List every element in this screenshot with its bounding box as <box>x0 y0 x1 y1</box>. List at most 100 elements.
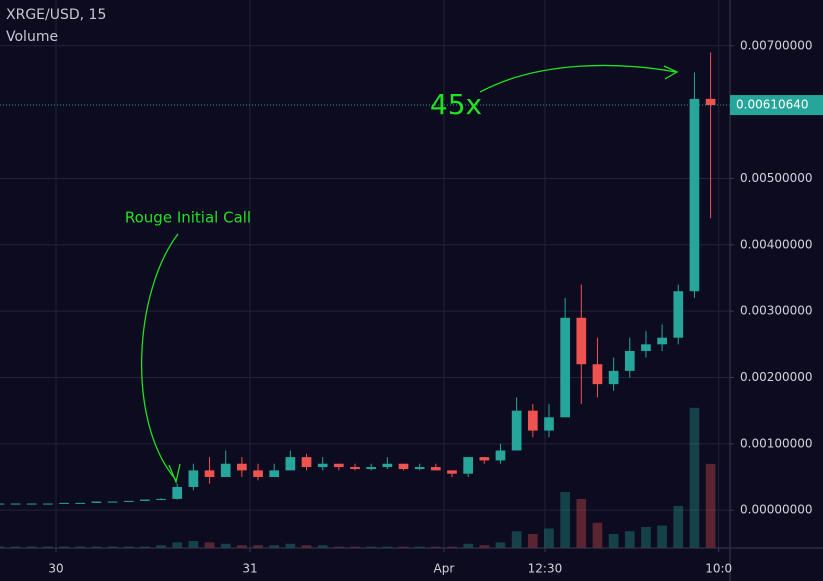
volume-bar <box>123 546 134 548</box>
volume-bar <box>269 545 280 548</box>
volume-bar <box>204 542 215 548</box>
candle-body <box>673 291 684 338</box>
candle-body <box>705 98 716 106</box>
volume-bar <box>560 491 570 548</box>
volume-bar <box>576 498 587 548</box>
candle-body <box>204 470 215 478</box>
candle-body <box>350 467 360 470</box>
volume-bar <box>43 546 53 548</box>
last-price-box <box>730 95 823 116</box>
arrow-head <box>663 65 679 80</box>
candle-body <box>527 410 538 431</box>
volume-bar <box>334 546 344 548</box>
arrow <box>479 64 677 93</box>
volume-bar <box>592 522 603 548</box>
volume-bar <box>285 543 296 548</box>
volume-bar <box>463 543 474 548</box>
volume-bar <box>172 542 183 548</box>
volume-bar <box>511 531 522 548</box>
y-tick-label: 0.00300000 <box>740 304 813 318</box>
arrow <box>140 233 179 481</box>
candle-body <box>10 503 21 505</box>
candle-body <box>624 350 635 371</box>
candle-body <box>398 463 409 470</box>
candle-body <box>26 503 37 505</box>
candle-body <box>301 457 312 468</box>
candle-body <box>156 498 166 500</box>
volume-bar <box>350 546 360 548</box>
x-tick-label: 30 <box>48 562 63 576</box>
volume-bar <box>430 546 441 548</box>
candle-body <box>317 463 328 468</box>
volume-bar <box>188 540 199 548</box>
x-tick-label: 12:30 <box>528 562 563 576</box>
candle-body <box>285 457 296 471</box>
candle-body <box>269 470 280 478</box>
volume-bar <box>527 533 538 548</box>
candle-body <box>188 470 199 487</box>
candle-body <box>689 98 700 292</box>
x-tick-label: Apr <box>434 562 455 576</box>
annotation: Rouge Initial Call <box>125 209 251 227</box>
volume-bar <box>414 546 425 548</box>
candle-body <box>576 317 587 365</box>
candle-body <box>107 501 118 503</box>
candle-body <box>463 457 474 474</box>
volume-bar <box>398 546 409 548</box>
volume-bar <box>237 545 247 548</box>
volume-bar <box>447 546 457 548</box>
candle-body <box>123 500 134 502</box>
candle-body <box>560 317 570 418</box>
arrow-head <box>168 463 181 485</box>
volume-bar <box>479 545 490 548</box>
y-tick-label: 0.00100000 <box>740 436 813 450</box>
x-tick-label: 10:0 <box>705 562 732 576</box>
volume-bar <box>689 407 700 548</box>
candle-body <box>592 364 603 385</box>
volume-bar <box>544 528 554 548</box>
candle-body <box>172 486 183 499</box>
candle-body <box>43 503 53 505</box>
volume-bar <box>317 545 328 548</box>
volume-bar <box>253 545 263 548</box>
volume-bar <box>301 545 312 548</box>
candle-body <box>414 467 425 470</box>
candle-body <box>657 337 667 345</box>
volume-bar <box>608 533 619 548</box>
volume-bar <box>495 542 506 548</box>
candle-body <box>59 502 69 504</box>
x-tick-label: 31 <box>242 562 257 576</box>
annotation: 45x <box>430 88 482 121</box>
volume-bar <box>366 546 377 548</box>
candle-body <box>430 467 441 471</box>
volume-bar <box>156 545 166 548</box>
candle-body <box>447 470 457 474</box>
candle-body <box>641 344 651 351</box>
grid <box>0 0 730 548</box>
volume-bar <box>10 546 21 548</box>
y-tick-label: 0.00700000 <box>740 38 813 52</box>
symbol-title: XRGE/USD, 15 <box>6 7 106 23</box>
candle-body <box>334 463 344 468</box>
y-tick-label: 0.00000000 <box>740 503 813 517</box>
volume-bar <box>75 546 86 548</box>
candle-body <box>0 503 5 505</box>
candle-body <box>237 463 247 471</box>
y-tick-label: 0.00400000 <box>740 237 813 251</box>
volume-bar <box>91 546 102 548</box>
candle-body <box>382 463 393 468</box>
candle-body <box>544 417 554 431</box>
candle-body <box>495 450 506 461</box>
candle-body <box>479 457 490 461</box>
volume-bar <box>59 546 69 548</box>
y-tick-label: 0.00200000 <box>740 370 813 384</box>
volume-bar <box>26 546 37 548</box>
volume-bar <box>705 463 716 548</box>
candle-body <box>220 463 231 478</box>
axes: 0.00000000 0.00100000 0.00200000 0.00300000… <box>48 38 823 576</box>
volume-bar <box>624 531 635 548</box>
candle-body <box>91 501 102 503</box>
volume-bar <box>220 543 231 548</box>
